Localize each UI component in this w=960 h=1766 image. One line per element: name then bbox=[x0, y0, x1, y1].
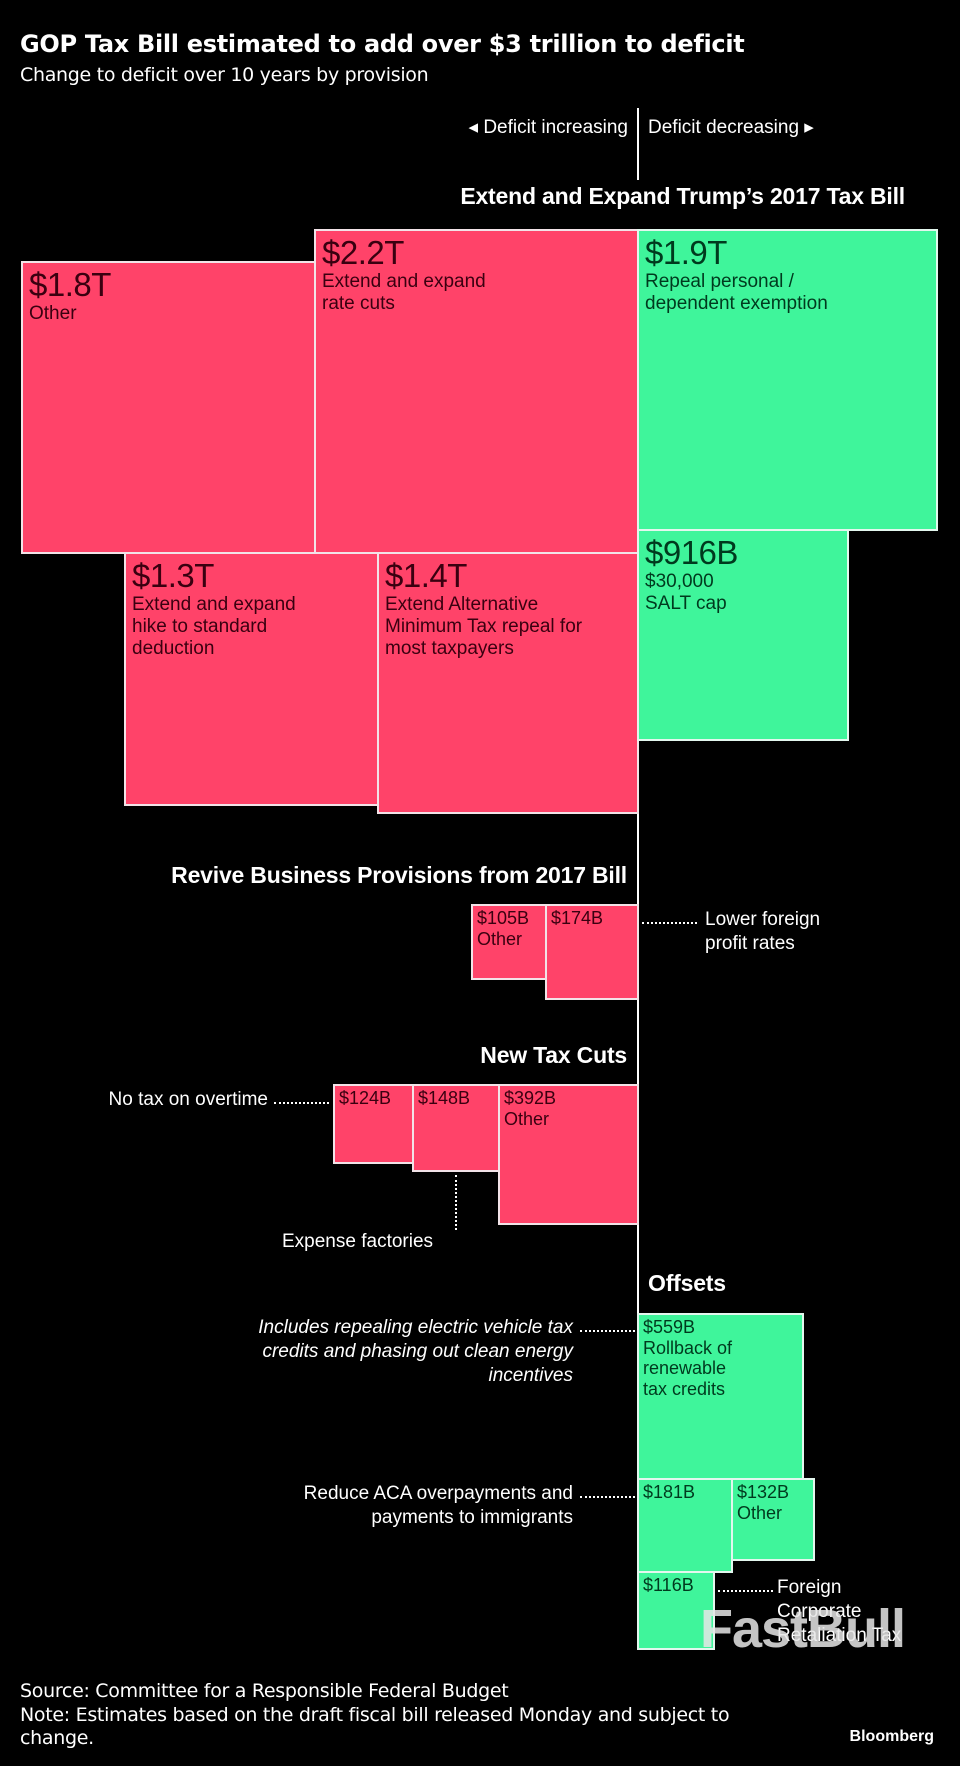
chart-title: GOP Tax Bill estimated to add over $3 tr… bbox=[20, 30, 745, 58]
cell-label: $30,000 SALT cap bbox=[645, 571, 727, 615]
cell-label: Other bbox=[504, 1108, 550, 1129]
cell-value: $2.2T bbox=[322, 234, 404, 271]
cell-label: Repeal personal / dependent exemption bbox=[645, 271, 828, 315]
section-title-business: Revive Business Provisions from 2017 Bil… bbox=[171, 862, 627, 888]
annotation-ev-credits: Includes repealing electric vehicle tax … bbox=[258, 1317, 573, 1386]
cell-value: $181B bbox=[643, 1482, 696, 1502]
cell-value: $105B bbox=[477, 908, 530, 928]
leader-line bbox=[642, 922, 697, 924]
treemap-cell-personal-exemption: $1.9T Repeal personal / dependent exempt… bbox=[637, 229, 938, 531]
treemap-cell-rate-cuts: $2.2T Extend and expand rate cuts bbox=[314, 229, 639, 554]
cell-label: Extend and expand hike to standard deduc… bbox=[132, 594, 296, 659]
treemap-cell-amt-repeal: $1.4T Extend Alternative Minimum Tax rep… bbox=[377, 552, 639, 814]
source-note: Source: Committee for a Responsible Fede… bbox=[20, 1680, 509, 1702]
watermark: FastBull bbox=[700, 1599, 906, 1659]
axis-line-top bbox=[637, 108, 639, 180]
leader-line bbox=[274, 1102, 329, 1104]
leader-line bbox=[580, 1496, 635, 1498]
leader-line bbox=[455, 1175, 457, 1230]
treemap-cell-offsets-other: $132B Other bbox=[731, 1478, 815, 1561]
annotation-foreign-profit: Lower foreign profit rates bbox=[705, 909, 821, 954]
chart-subtitle: Change to deficit over 10 years by provi… bbox=[20, 64, 429, 86]
cell-value: $1.9T bbox=[645, 234, 727, 271]
cell-value: $116B bbox=[643, 1575, 694, 1595]
cell-label: Rollback of renewable tax credits bbox=[643, 1337, 733, 1400]
treemap-cell-other-1-8t: $1.8T Other bbox=[21, 261, 316, 554]
leader-line bbox=[718, 1590, 773, 1592]
cell-value: $559B bbox=[643, 1317, 696, 1337]
treemap-cell-foreign-profit: $174B bbox=[545, 904, 639, 1000]
treemap-cell-expense-factories: $148B bbox=[412, 1084, 500, 1172]
annotation-expense-factories: Expense factories bbox=[282, 1231, 434, 1252]
treemap-cell-aca: $181B bbox=[637, 1478, 733, 1573]
treemap-cell-business-other: $105B Other bbox=[471, 904, 547, 980]
deficit-increasing-label: ◂ Deficit increasing bbox=[468, 117, 629, 138]
cell-value: $132B bbox=[737, 1482, 790, 1502]
treemap-cell-overtime: $124B bbox=[333, 1084, 414, 1164]
treemap-cell-standard-deduction: $1.3T Extend and expand hike to standard… bbox=[124, 552, 379, 806]
cell-value: $916B bbox=[645, 534, 738, 571]
annotation-aca: Reduce ACA overpayments and payments to … bbox=[303, 1483, 573, 1528]
axis-line-main bbox=[637, 810, 639, 1645]
note-text: Note: Estimates based on the draft fisca… bbox=[20, 1704, 730, 1749]
section-title-offsets: Offsets bbox=[648, 1270, 726, 1296]
annotation-overtime: No tax on overtime bbox=[108, 1089, 268, 1110]
cell-label: Other bbox=[477, 928, 523, 949]
annotation-foreign-retaliation: Foreign Corporate Retaliation Tax bbox=[777, 1577, 902, 1646]
cell-value: $1.3T bbox=[132, 557, 214, 594]
cell-label: Other bbox=[737, 1502, 783, 1523]
cell-value: $174B bbox=[551, 908, 604, 928]
section-title-new-cuts: New Tax Cuts bbox=[480, 1042, 627, 1068]
section-title-extend: Extend and Expand Trump’s 2017 Tax Bill bbox=[460, 183, 905, 209]
cell-value: $148B bbox=[418, 1088, 471, 1108]
treemap-cell-foreign-retaliation: $116B bbox=[637, 1571, 715, 1650]
cell-value: $392B bbox=[504, 1088, 557, 1108]
leader-line bbox=[580, 1330, 635, 1332]
treemap-cell-salt-cap: $916B $30,000 SALT cap bbox=[637, 529, 849, 741]
deficit-decreasing-label: Deficit decreasing ▸ bbox=[648, 117, 814, 138]
cell-label: Extend and expand rate cuts bbox=[322, 271, 486, 315]
treemap-cell-newcuts-other: $392B Other bbox=[498, 1084, 639, 1225]
cell-label: Extend Alternative Minimum Tax repeal fo… bbox=[385, 594, 583, 659]
cell-value: $1.8T bbox=[29, 266, 111, 303]
bloomberg-logo: Bloomberg bbox=[849, 1728, 934, 1745]
cell-value: $124B bbox=[339, 1088, 392, 1108]
cell-label: Other bbox=[29, 303, 77, 325]
treemap-cell-renewable-credits: $559B Rollback of renewable tax credits bbox=[637, 1313, 804, 1480]
cell-value: $1.4T bbox=[385, 557, 467, 594]
